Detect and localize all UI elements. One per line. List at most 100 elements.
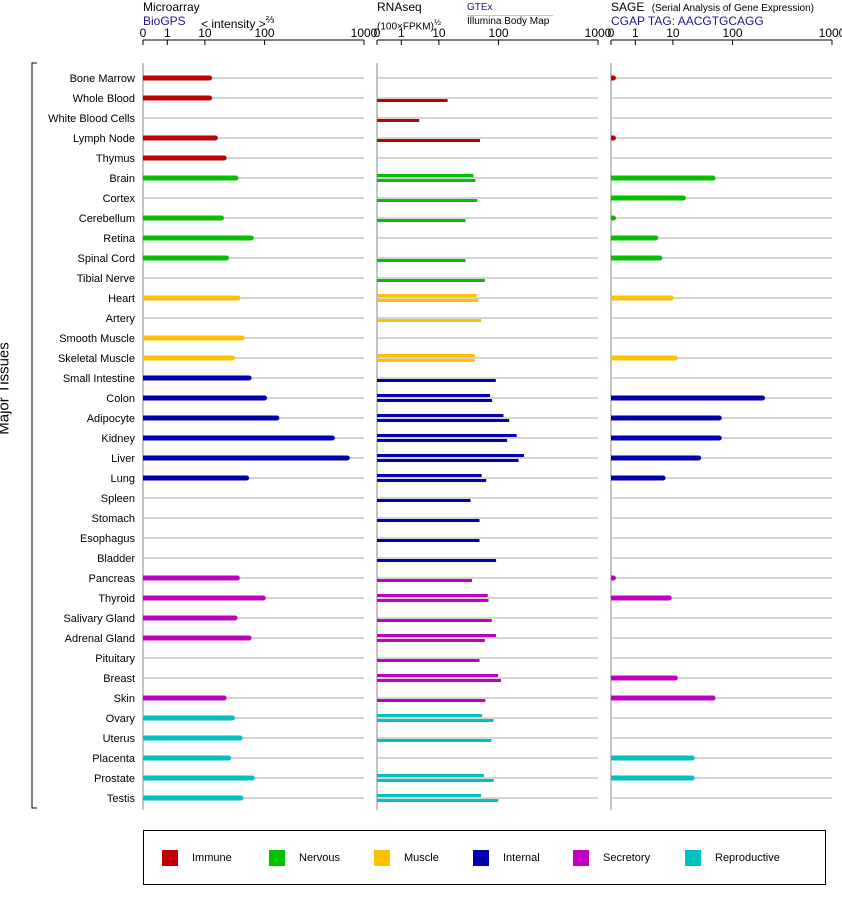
tissue-label: Artery (106, 313, 136, 325)
tissue-label: Cerebellum (79, 213, 135, 225)
bar-end-microarray (260, 595, 266, 601)
bar-end-sage (716, 435, 722, 441)
bar-microarray (143, 755, 229, 761)
tissue-label: Ovary (106, 713, 136, 725)
bar-microarray (143, 415, 277, 421)
bar-rnaseq (377, 139, 481, 142)
legend-label: Muscle (404, 852, 439, 864)
bar-end-microarray (249, 775, 255, 781)
microarray-metric-exponent: ⅔ (265, 15, 275, 26)
microarray-metric: < intensity >⅔ (201, 14, 274, 31)
bar-microarray (143, 155, 225, 161)
bar-rnaseq (377, 474, 482, 477)
bar-microarray (143, 615, 236, 621)
tissue-label: Salivary Gland (63, 613, 135, 625)
legend-item-internal: Internal (473, 850, 540, 866)
tissue-label: Lymph Node (73, 133, 135, 145)
tissue-label: Colon (106, 393, 135, 405)
x-tick-label: 1000 (585, 26, 612, 40)
sage-title-label: SAGE (611, 0, 645, 14)
bar-end-microarray (237, 735, 243, 741)
rnaseq-metric-label: (100×FPKM) (377, 21, 434, 33)
bar-sage (611, 355, 676, 361)
tissue-label: Prostate (94, 773, 135, 785)
bar-microarray (143, 335, 243, 341)
legend-swatch (473, 850, 489, 866)
bar-rnaseq (377, 359, 475, 362)
bar-rnaseq (377, 799, 499, 802)
tissue-label: White Blood Cells (48, 113, 135, 125)
bar-rnaseq (377, 479, 487, 482)
bar-rnaseq (377, 319, 482, 322)
bar-end-sage (610, 575, 616, 581)
x-tick-label: 10 (666, 26, 680, 40)
bar-rnaseq (377, 454, 524, 457)
bar-sage (611, 675, 676, 681)
bar-rnaseq (377, 774, 484, 777)
bar-end-microarray (219, 215, 225, 221)
legend-label: Immune (192, 852, 232, 864)
bar-end-sage (610, 75, 616, 81)
legend-item-nervous: Nervous (269, 850, 340, 866)
bar-end-sage (610, 135, 616, 141)
bar-end-microarray (244, 475, 250, 481)
tissue-label: Thyroid (98, 593, 135, 605)
bar-rnaseq (377, 719, 494, 722)
bar-end-microarray (235, 295, 241, 301)
bar-rnaseq (377, 699, 486, 702)
bar-microarray (143, 355, 233, 361)
bar-end-microarray (233, 175, 239, 181)
tissue-label: Heart (108, 293, 135, 305)
bar-rnaseq (377, 439, 508, 442)
bar-microarray (143, 295, 239, 301)
bar-end-microarray (329, 435, 335, 441)
bar-microarray (143, 435, 333, 441)
bar-end-microarray (248, 235, 254, 241)
bar-end-microarray (207, 75, 213, 81)
x-tick-label: 100 (489, 26, 509, 40)
tissue-label: Liver (111, 453, 135, 465)
bar-rnaseq (377, 294, 477, 297)
bar-rnaseq (377, 539, 480, 542)
bar-sage (611, 195, 684, 201)
bar-rnaseq (377, 659, 480, 662)
bar-end-microarray (238, 795, 244, 801)
x-tick-label: 1000 (351, 26, 378, 40)
bar-sage (611, 395, 763, 401)
bar-microarray (143, 95, 210, 101)
bar-end-sage (696, 455, 702, 461)
tissue-label: Skin (114, 693, 135, 705)
tissue-label: Tibial Nerve (77, 273, 135, 285)
bar-rnaseq (377, 594, 488, 597)
bar-rnaseq (377, 679, 502, 682)
bar-end-microarray (246, 375, 252, 381)
bar-rnaseq (377, 639, 485, 642)
x-tick-label: 100 (255, 26, 275, 40)
x-tick-label: 10 (198, 26, 212, 40)
bar-microarray (143, 475, 247, 481)
bar-rnaseq (377, 299, 479, 302)
legend-item-immune: Immune (162, 850, 232, 866)
microarray-metric-label: < intensity > (201, 17, 266, 31)
bar-end-sage (680, 195, 686, 201)
bar-sage (611, 295, 672, 301)
bar-end-microarray (221, 695, 227, 701)
bar-sage (611, 235, 656, 241)
tissue-label: Spinal Cord (78, 253, 135, 265)
bar-microarray (143, 775, 253, 781)
legend-swatch (374, 850, 390, 866)
bar-rnaseq (377, 714, 483, 717)
legend: Immune Nervous Muscle Internal Secretory… (143, 830, 826, 885)
bar-end-sage (689, 755, 695, 761)
tissue-label: Lung (111, 473, 135, 485)
tissue-label: Pituitary (95, 653, 135, 665)
tissue-label: Esophagus (80, 533, 136, 545)
bar-sage (611, 695, 713, 701)
x-tick-label: 0 (608, 26, 615, 40)
bar-end-microarray (232, 615, 238, 621)
bar-microarray (143, 735, 241, 741)
x-tick-label: 0 (140, 26, 147, 40)
bar-microarray (143, 695, 225, 701)
microarray-title: Microarray (143, 0, 200, 14)
bar-sage (611, 755, 693, 761)
